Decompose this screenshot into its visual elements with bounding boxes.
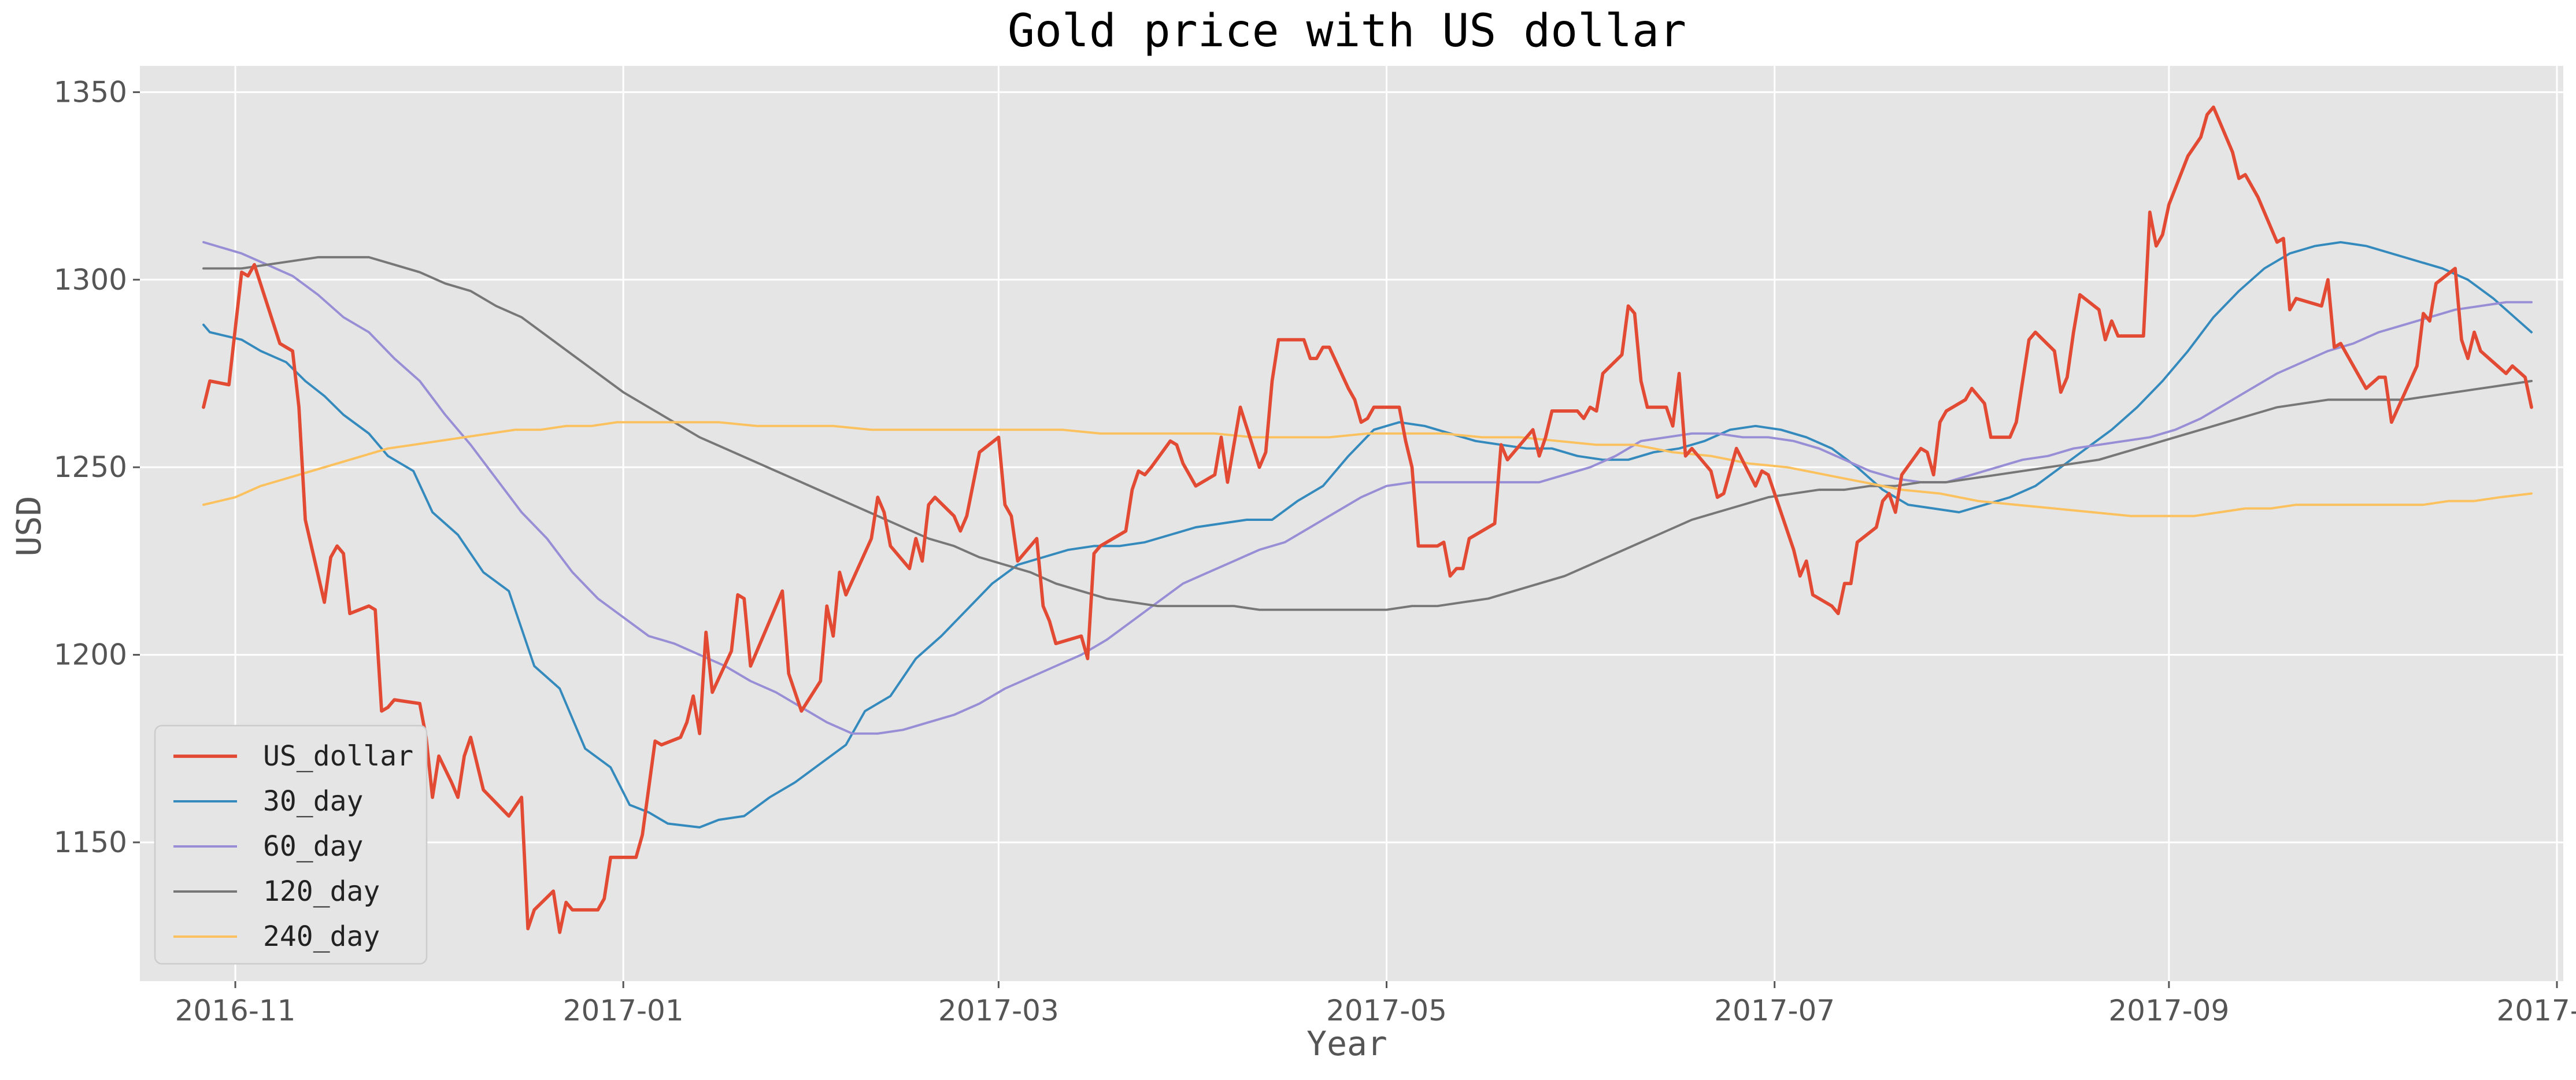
y-tick-label: 1250 (54, 450, 127, 484)
y-axis-label: USD (9, 496, 49, 557)
legend: US_dollar 30_day 60_day 120_day 240_day (154, 724, 428, 965)
y-tick-label: 1150 (54, 826, 127, 859)
x-axis-label: Year (1306, 1024, 1387, 1063)
legend-entry: US_dollar (263, 740, 413, 772)
x-tick-label: 2017-09 (2108, 994, 2229, 1027)
x-tick-label: 2017-03 (938, 994, 1059, 1027)
legend-box (154, 724, 428, 965)
y-tick-label: 1200 (54, 638, 127, 672)
series-line-60-day (202, 241, 2533, 735)
chart-title: Gold price with US dollar (1008, 5, 1686, 57)
x-tick-label: 2017-07 (1714, 994, 1835, 1027)
series-line-30-day (202, 241, 2533, 829)
y-tick-label: 1300 (54, 263, 127, 297)
series-lines (202, 105, 2533, 934)
y-axis-ticks: 1150 1200 1250 1300 1350 (54, 75, 140, 859)
x-axis-ticks: 2016-11 2017-01 2017-03 2017-05 2017-07 2017-… (175, 981, 2576, 1027)
y-tick-label: 1350 (54, 75, 127, 109)
legend-entry: 240_day (263, 920, 380, 953)
series-line-120-day (202, 256, 2533, 611)
plot-area (140, 66, 2563, 981)
legend-entry: 30_day (263, 785, 363, 818)
series-line-us-dollar (202, 105, 2533, 934)
x-tick-label: 2017-11 (2497, 994, 2576, 1027)
legend-entry: 60_day (263, 830, 363, 863)
x-tick-label: 2017-01 (563, 994, 684, 1027)
x-tick-label: 2016-11 (175, 994, 296, 1027)
x-tick-label: 2017-05 (1326, 994, 1447, 1027)
grid-lines (140, 66, 2563, 981)
legend-entry: 120_day (263, 875, 380, 908)
series-line-240-day (202, 421, 2533, 517)
